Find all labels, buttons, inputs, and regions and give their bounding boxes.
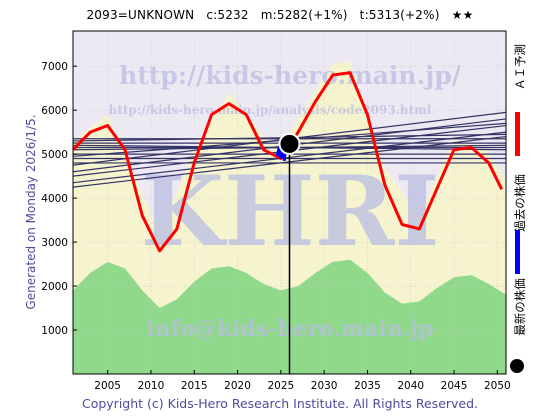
current-price: c:5232: [206, 8, 249, 22]
generated-date: Generated on Monday 2026/1/5.: [24, 114, 38, 310]
x-tick-label: 2050: [484, 380, 511, 392]
x-tick-label: 2040: [397, 380, 424, 392]
y-tick-label: 6000: [41, 105, 68, 117]
legend-latest-label: 最新の株価: [513, 278, 527, 336]
x-tick-label: 2015: [181, 380, 208, 392]
legend-past-swatch: [515, 230, 520, 274]
y-tick-label: 5000: [41, 149, 68, 161]
x-tick-label: 2010: [138, 380, 165, 392]
legend-latest: 最新の株価: [505, 270, 533, 380]
watermark-url: http://kids-hero.main.jp/: [119, 61, 462, 90]
legend-past: 過去の株価: [505, 160, 533, 280]
chart-header: 2093=UNKNOWN c:5232 m:5282(+1%) t:5313(+2%)…: [0, 8, 560, 22]
x-tick-label: 2045: [441, 380, 468, 392]
y-tick-label: 7000: [41, 61, 68, 73]
x-tick-label: 2035: [354, 380, 381, 392]
watermark-url-sub: http://kids-hero.main.jp/analysis/code20…: [109, 103, 432, 117]
copyright: Copyright (c) Kids-Hero Research Institu…: [81, 396, 479, 411]
legend-latest-dot: [510, 359, 524, 373]
y-tick-label: 3000: [41, 237, 68, 249]
x-tick-label: 2020: [224, 380, 251, 392]
legend-ai-swatch: [515, 112, 520, 156]
y-tick-label: 1000: [41, 325, 68, 337]
x-tick-label: 2030: [311, 380, 338, 392]
upper-band: [73, 31, 506, 234]
legend-ai: ＡＩ予測: [505, 40, 533, 160]
y-tick-label: 4000: [41, 193, 68, 205]
target-price: t:5313(+2%): [359, 8, 440, 22]
stock-code: 2093=UNKNOWN: [86, 8, 195, 22]
latest-price-point: [278, 132, 301, 155]
x-tick-label: 2005: [94, 380, 121, 392]
model-price: m:5282(+1%): [260, 8, 348, 22]
y-tick-label: 2000: [41, 281, 68, 293]
rating-stars: ★★: [451, 8, 474, 22]
x-tick-label: 2025: [267, 380, 294, 392]
